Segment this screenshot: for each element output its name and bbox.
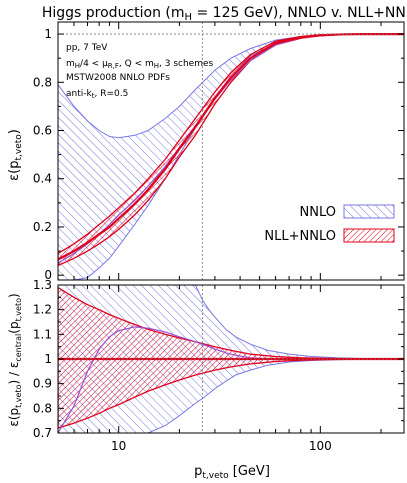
title-pre: Higgs production (m <box>42 5 185 21</box>
top-ytick-label: 1 <box>44 27 52 41</box>
top-ylabel-p2: ) <box>7 129 22 134</box>
bottom-ytick-label: 1 <box>44 352 52 366</box>
top-central-nll-nnlo <box>58 33 404 261</box>
annotation-line1: pp, 7 TeV <box>66 43 108 53</box>
legend-swatch-nnlo <box>343 204 395 219</box>
bottom-ylabel: ε(pt,veto) / εcentral(pt,veto) <box>7 293 23 426</box>
bottom-ytick-label: 0.8 <box>33 401 52 415</box>
top-panel: 00.20.40.60.81 pp, 7 TeV mH/4 < μR,F, Q … <box>7 21 405 282</box>
bot-ylabel-p2: ) / ε <box>7 362 21 385</box>
bottom-xtick-label: 10 <box>111 439 126 453</box>
bot-ylabel-p0: ε(p <box>7 408 21 427</box>
xlabel-p0: p <box>194 464 202 479</box>
chart-title: Higgs production (mH = 125 GeV), NNLO v.… <box>42 5 407 23</box>
top-band-nnlo <box>58 33 404 280</box>
title-post: = 125 GeV), NNLO v. NLL+NNLO <box>192 5 407 21</box>
legend: NNLO NLL+NNLO <box>264 204 395 244</box>
top-ylabel-p1: t,veto <box>14 134 24 161</box>
annotation-block: pp, 7 TeV mH/4 < μR,F, Q < mH, 3 schemes… <box>66 43 214 100</box>
bot-ylabel-p4: (p <box>7 321 21 333</box>
annotation-line2: mH/4 < μR,F, Q < mH, 3 schemes <box>66 59 214 70</box>
annotation-line4: anti-kt, R=0.5 <box>66 89 128 100</box>
top-ylabel: ε(pt,veto) <box>7 129 24 181</box>
annotation-line3: MSTW2008 NNLO PDFs <box>66 73 170 83</box>
top-ytick-label: 0.6 <box>33 124 52 138</box>
bottom-ytick-label: 0.9 <box>33 377 52 391</box>
ann2-p5: H <box>154 62 159 70</box>
bottom-xlabel: pt,veto [GeV] <box>194 464 270 481</box>
top-guides <box>58 22 404 280</box>
bot-ylabel-p3: central <box>14 334 23 362</box>
bottom-ytick-label: 0.7 <box>33 426 52 440</box>
title-sub: H <box>185 12 193 23</box>
legend-swatch-nll <box>343 228 395 243</box>
bot-ylabel-p1: t,veto <box>14 384 23 407</box>
top-bands <box>58 33 404 280</box>
top-ytick-label: 0.8 <box>33 75 52 89</box>
top-frame <box>57 21 405 281</box>
ann2-p0: m <box>66 59 75 69</box>
bottom-guides <box>58 285 404 433</box>
top-ytick-label: 0 <box>44 268 52 282</box>
ann4-p1: t <box>92 92 95 100</box>
xlabel-p1: t,veto <box>202 471 229 481</box>
legend-label-nnlo: NNLO <box>300 205 336 220</box>
bot-ylabel-p6: ) <box>7 293 21 298</box>
legend-label-nll: NLL+NNLO <box>264 229 336 244</box>
bottom-ytick-label: 1.1 <box>33 327 52 341</box>
top-ylabel-p0: ε(p <box>7 161 22 181</box>
xlabel-p2: [GeV] <box>229 464 270 479</box>
ann2-p6: , 3 schemes <box>159 59 213 69</box>
bottom-panel: 0.70.80.911.11.21.310 100 ε(pt,veto) / εc… <box>7 278 405 481</box>
top-ytick-label: 0.4 <box>33 172 52 186</box>
top-ytick-label: 0.2 <box>33 220 52 234</box>
bottom-ytick-label: 1.2 <box>33 303 52 317</box>
ann4-p2: , R=0.5 <box>94 89 128 99</box>
top-ticks: 0 0.2 0.4 0.6 0.8 1 <box>33 22 404 282</box>
ann2-p1: H <box>75 62 80 70</box>
ann2-p2: /4 < μ <box>80 59 108 69</box>
ann2-p3: R,F <box>108 62 119 70</box>
bot-ylabel-p5: t,veto <box>14 298 23 321</box>
bottom-ytick-label: 1.3 <box>33 278 52 292</box>
ann4-p0: anti-k <box>66 89 92 99</box>
bottom-xtick-label: 100 <box>309 439 332 453</box>
bottom-ticks: 0.7 0.8 0.9 1 1.1 1.2 1.3 10 100 <box>33 278 404 453</box>
ann2-p4: , Q < m <box>119 59 154 69</box>
